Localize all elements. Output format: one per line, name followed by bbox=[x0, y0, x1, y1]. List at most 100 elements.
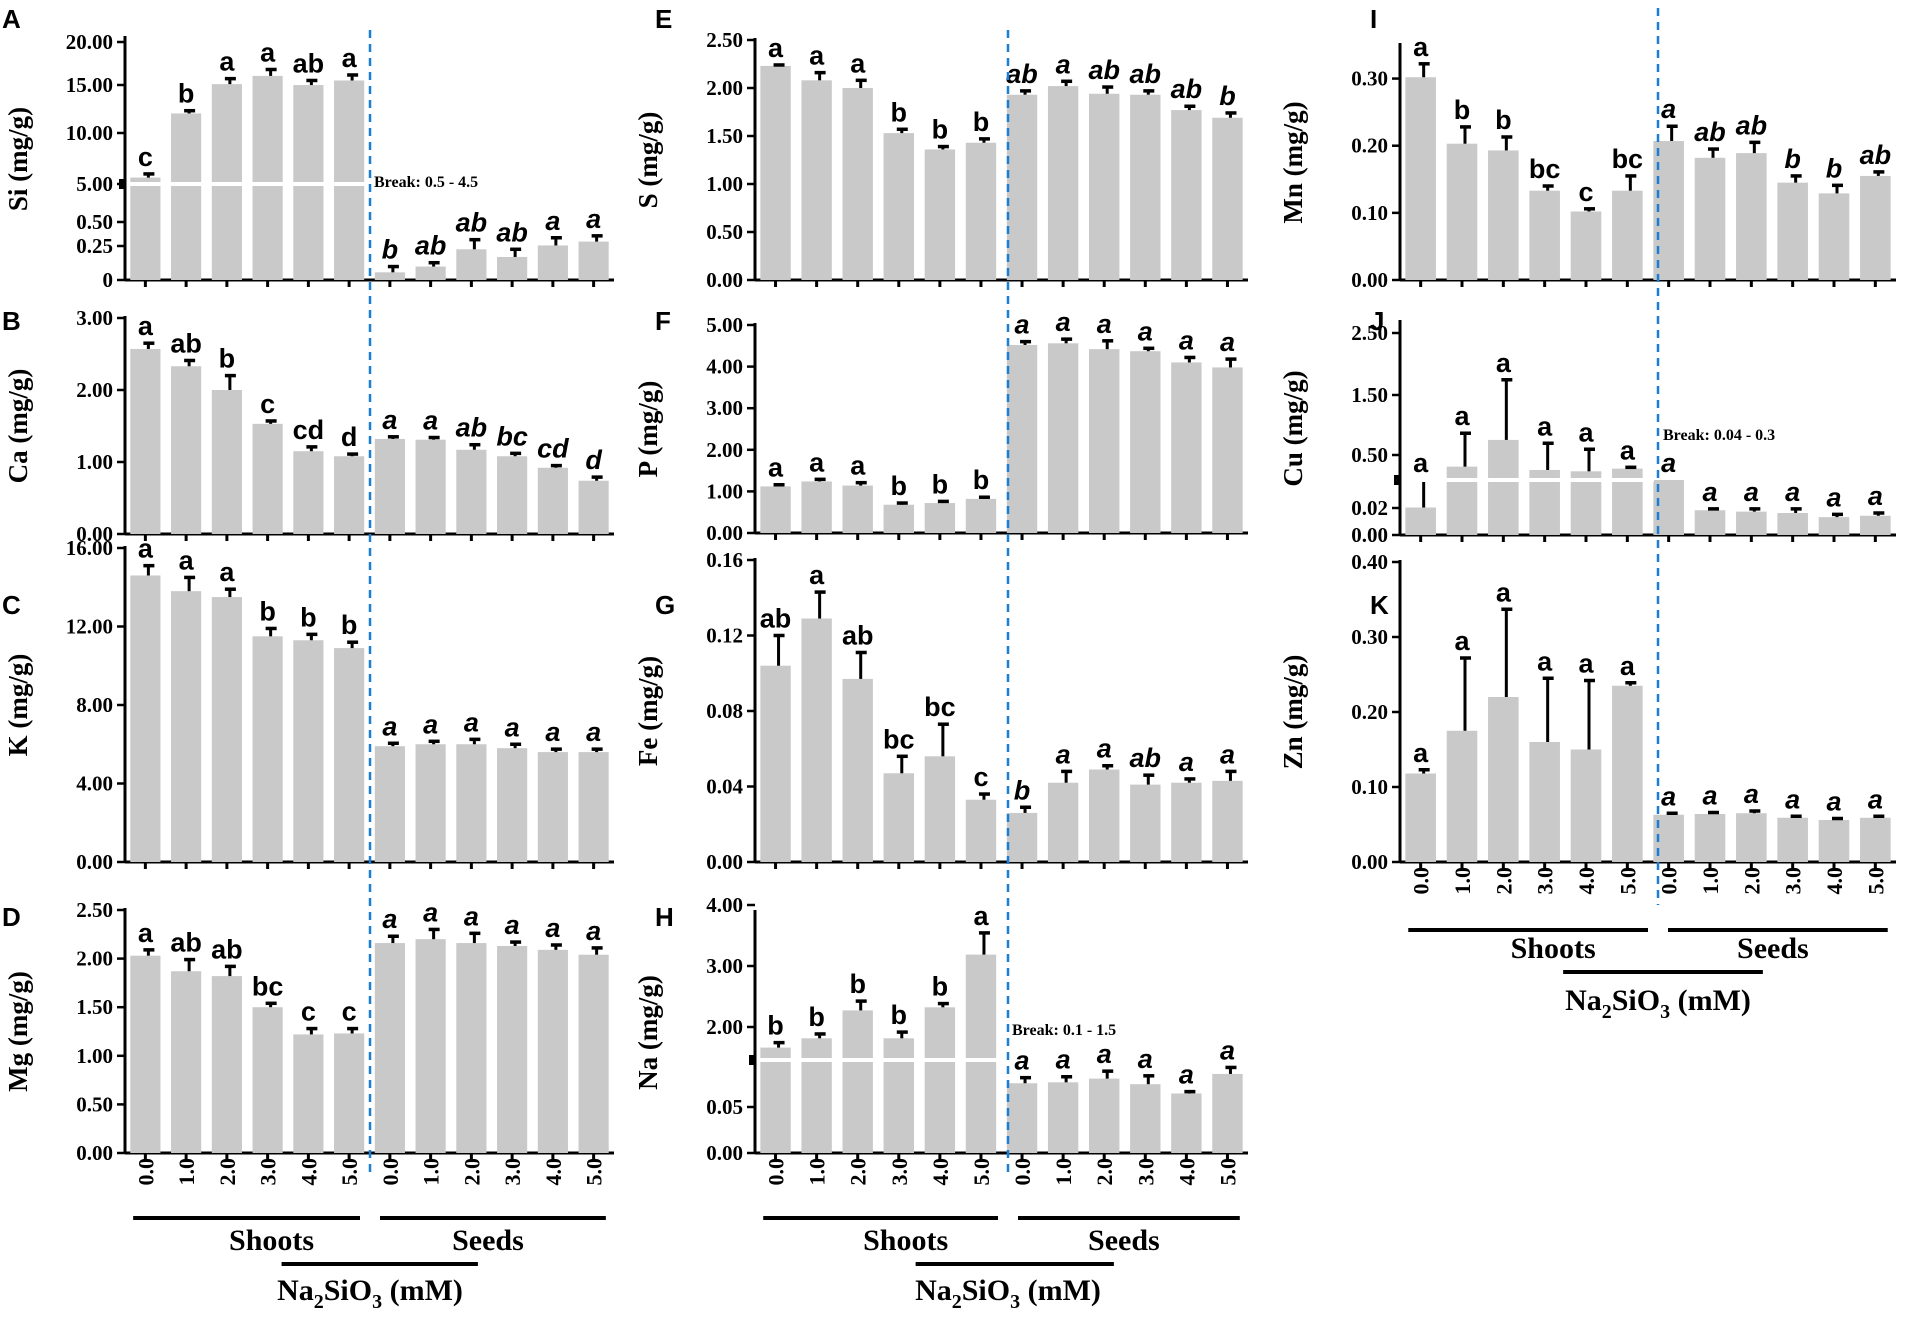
significance-letter: ab bbox=[1006, 59, 1038, 89]
bar-seeds-0.0 bbox=[1006, 344, 1038, 533]
bar-seeds-4.0 bbox=[537, 467, 568, 534]
bar-shoots-1.0 bbox=[171, 591, 202, 862]
bar-shoots-1.0 bbox=[1446, 730, 1478, 862]
bar-shoots-5.0 bbox=[334, 80, 365, 280]
bar-shoots-3.0 bbox=[1529, 742, 1560, 862]
panel-g: GFe (mg/g)0.000.040.080.120.16abaabbcbcc… bbox=[633, 548, 1248, 874]
significance-letter: b bbox=[1014, 775, 1031, 805]
bar-seeds-5.0 bbox=[578, 954, 609, 1153]
bar-shoots-3.0 bbox=[252, 423, 283, 534]
y-tick-label: 0.12 bbox=[706, 624, 743, 648]
bar-shoots-5.0 bbox=[334, 648, 365, 862]
break-label: Break: 0.04 - 0.3 bbox=[1663, 427, 1775, 444]
y-tick-label: 1.00 bbox=[706, 479, 743, 503]
y-tick-label: 2.00 bbox=[706, 1015, 743, 1039]
significance-letter: a bbox=[1785, 784, 1800, 814]
significance-letter: a bbox=[342, 43, 358, 73]
significance-letter: a bbox=[809, 447, 825, 477]
bar-shoots-3.0 bbox=[252, 1007, 283, 1153]
x-tick-label: 1.0 bbox=[1698, 867, 1723, 895]
significance-letter: a bbox=[1056, 739, 1071, 769]
significance-letter: b bbox=[891, 471, 908, 501]
significance-letter: a bbox=[1220, 739, 1235, 769]
y-tick-label: 1.50 bbox=[1351, 383, 1388, 407]
significance-letter: ab bbox=[211, 934, 243, 964]
bar-seeds-5.0 bbox=[1212, 117, 1243, 280]
significance-letter: a bbox=[382, 405, 397, 435]
y-tick-label: 0.00 bbox=[706, 1141, 743, 1165]
y-axis-label: P (mg/g) bbox=[633, 381, 663, 478]
bar-shoots-1.0 bbox=[171, 366, 202, 534]
y-tick-label: 0.08 bbox=[706, 699, 743, 723]
significance-letter: a bbox=[423, 709, 438, 739]
significance-letter: a bbox=[1179, 325, 1194, 355]
bar-seeds-2.0 bbox=[1089, 1078, 1120, 1153]
x-tick-label: 0.0 bbox=[1657, 867, 1682, 895]
y-tick-label: 3.00 bbox=[706, 954, 743, 978]
x-axis-title-part: 2 bbox=[314, 1291, 324, 1313]
significance-letter: a bbox=[1578, 649, 1594, 679]
bar-shoots-2.0 bbox=[1488, 150, 1519, 280]
significance-letter: a bbox=[382, 904, 397, 934]
group-label-seeds: Seeds bbox=[452, 1224, 524, 1257]
x-axis-footer-d: 0.0 1.0 2.0 3.0 4.0 5.0 0.0 1.0 2.0 3.0 4.0 5.0 Shoo… bbox=[133, 1158, 607, 1313]
significance-letter: a bbox=[1220, 327, 1235, 357]
y-tick-label: 0.00 bbox=[706, 521, 743, 545]
x-tick-label: 4.0 bbox=[1574, 867, 1599, 895]
significance-letter: a bbox=[1097, 734, 1112, 764]
significance-letter: a bbox=[1454, 401, 1470, 431]
significance-letter: a bbox=[138, 534, 154, 564]
significance-letter: ab bbox=[1130, 59, 1162, 89]
significance-letter: ab bbox=[415, 231, 447, 261]
bar-seeds-2.0 bbox=[1089, 769, 1120, 862]
x-axis-title: Na2SiO3 (mM) bbox=[277, 1274, 463, 1313]
x-tick-label: 0.0 bbox=[1010, 1158, 1035, 1186]
y-tick-label: 2.00 bbox=[706, 76, 743, 100]
bar-shoots-3.0 bbox=[252, 75, 283, 280]
bar-seeds-5.0 bbox=[1860, 175, 1891, 280]
x-axis-title-part: 3 bbox=[1660, 1001, 1670, 1023]
significance-letter: a bbox=[1454, 626, 1470, 656]
bar-seeds-0.0 bbox=[1006, 812, 1038, 862]
x-tick-label: 5.0 bbox=[1615, 867, 1640, 895]
break-label: Break: 0.1 - 1.5 bbox=[1012, 1022, 1116, 1039]
significance-letter: a bbox=[1744, 779, 1759, 809]
x-tick-label: 5.0 bbox=[1863, 867, 1888, 895]
y-tick-label: 0.20 bbox=[1351, 700, 1388, 724]
x-tick-label: 0.0 bbox=[1409, 867, 1434, 895]
x-tick-label: 3.0 bbox=[1133, 1158, 1158, 1186]
bar-shoots-0.0 bbox=[130, 348, 161, 534]
bar-seeds-4.0 bbox=[537, 949, 568, 1153]
significance-letter: a bbox=[1496, 577, 1512, 607]
significance-letter: ab bbox=[1860, 140, 1892, 170]
bar-shoots-0.0 bbox=[760, 665, 791, 862]
bar-shoots-1.0 bbox=[1446, 466, 1478, 535]
bar-shoots-0.0 bbox=[130, 955, 161, 1153]
significance-letter: bc bbox=[883, 724, 915, 754]
bar-seeds-2.0 bbox=[456, 943, 487, 1153]
significance-letter: a bbox=[138, 918, 154, 948]
significance-letter: a bbox=[1661, 781, 1676, 811]
bar-shoots-0.0 bbox=[760, 65, 791, 280]
significance-letter: d bbox=[341, 422, 358, 452]
bar-shoots-4.0 bbox=[1570, 749, 1602, 862]
x-axis-title: Na2SiO3 (mM) bbox=[915, 1274, 1101, 1313]
bar-shoots-5.0 bbox=[965, 954, 997, 1153]
significance-letter: b bbox=[1454, 95, 1471, 125]
y-tick-label: 2.00 bbox=[76, 947, 113, 971]
bar-seeds-5.0 bbox=[578, 241, 609, 280]
significance-letter: a bbox=[505, 712, 520, 742]
x-tick-label: 5.0 bbox=[582, 1158, 607, 1186]
significance-letter: a bbox=[850, 48, 866, 78]
bar-seeds-0.0 bbox=[374, 943, 405, 1153]
significance-letter: a bbox=[464, 707, 479, 737]
significance-letter: cd bbox=[537, 434, 569, 464]
significance-letter: ab bbox=[1171, 74, 1203, 104]
group-label-seeds: Seeds bbox=[1088, 1224, 1160, 1257]
significance-letter: a bbox=[1056, 49, 1071, 79]
significance-letter: cd bbox=[293, 415, 325, 445]
significance-letter: a bbox=[586, 717, 601, 747]
bar-seeds-4.0 bbox=[1171, 362, 1202, 533]
bar-shoots-4.0 bbox=[293, 1034, 324, 1153]
bar-seeds-2.0 bbox=[456, 249, 487, 280]
